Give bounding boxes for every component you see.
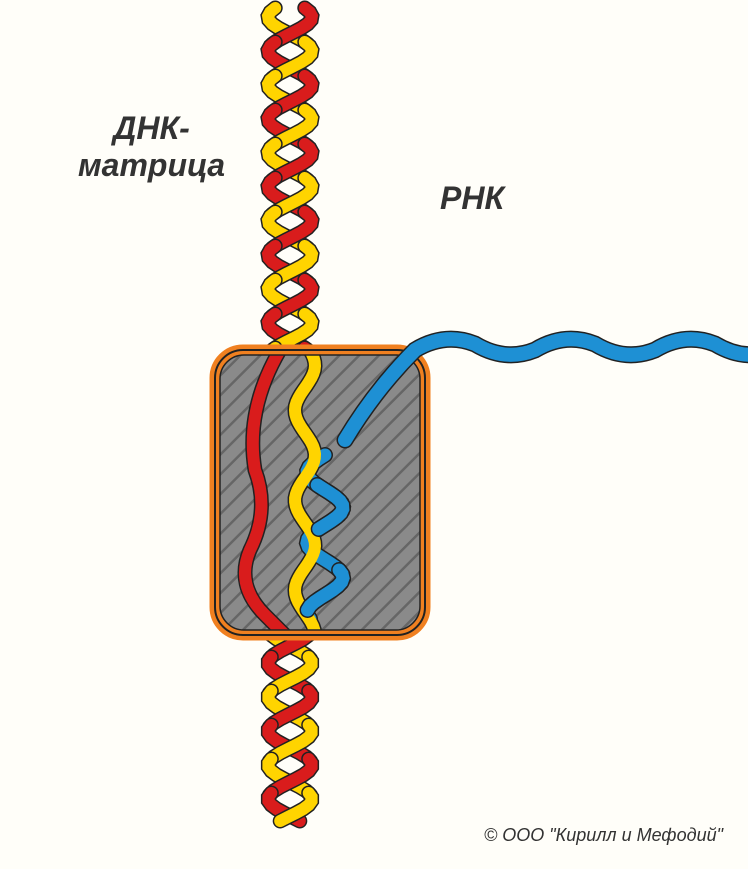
rna-label: РНК xyxy=(440,180,504,217)
copyright-text: © ООО "Кирилл и Мефодий" xyxy=(484,825,723,846)
dna-label-line2: матрица xyxy=(78,147,225,184)
dna-label-line1: ДНК- xyxy=(78,110,225,147)
transcription-diagram: ДНК- матрица РНК © ООО "Кирилл и Мефодий… xyxy=(0,0,748,864)
dna-label: ДНК- матрица xyxy=(78,110,225,184)
